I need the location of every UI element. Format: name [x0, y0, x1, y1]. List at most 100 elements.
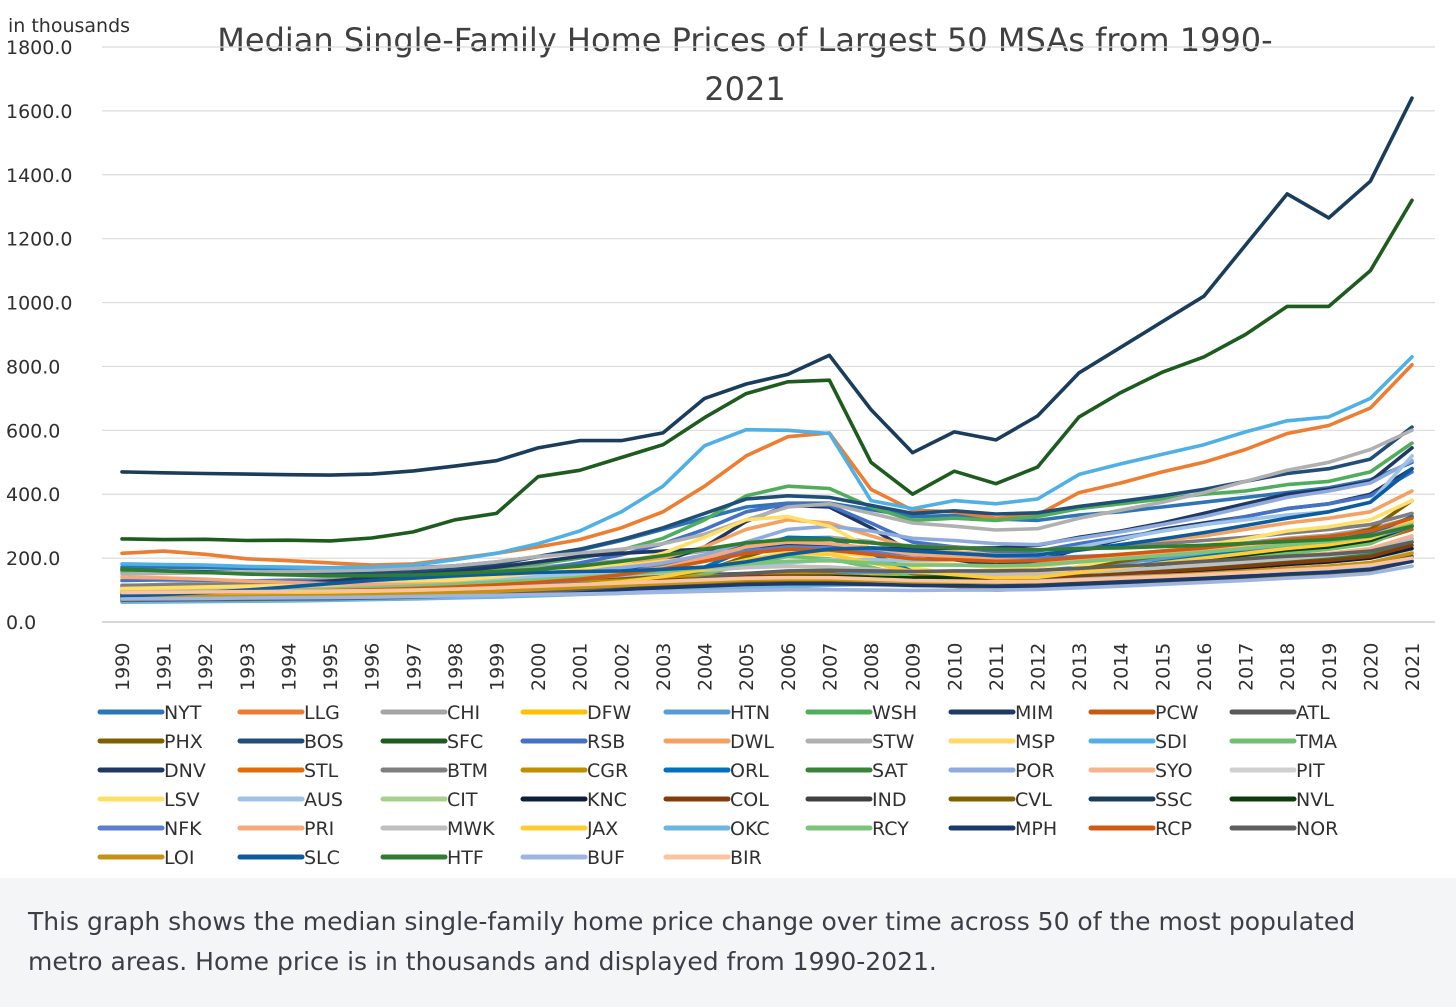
x-tick-label: 2008: [861, 643, 883, 691]
legend-item-pcw: PCW: [1088, 702, 1199, 724]
legend-item-knc: KNC: [520, 789, 627, 811]
legend-label: WSH: [872, 702, 917, 724]
legend-label: BIR: [730, 847, 762, 869]
legend-item-sdi: SDI: [1088, 731, 1187, 753]
x-tick-label: 2007: [819, 643, 841, 691]
x-tick-label: 2012: [1027, 643, 1049, 691]
legend-label: DFW: [587, 702, 632, 724]
legend-item-llg: LLG: [237, 702, 340, 724]
x-tick-label: 2014: [1111, 643, 1133, 691]
x-tick-label: 1995: [320, 643, 342, 691]
x-tick-label: 2013: [1069, 643, 1091, 691]
legend-item-btm: BTM: [380, 760, 488, 782]
legend-label: ORL: [730, 760, 769, 782]
legend-label: HTN: [730, 702, 770, 724]
legend-label: LSV: [164, 789, 200, 811]
legend-item-nyt: NYT: [97, 702, 202, 724]
figure-caption: This graph shows the median single-famil…: [28, 907, 1356, 976]
legend-label: NVL: [1296, 789, 1334, 811]
legend-item-chi: CHI: [380, 702, 480, 724]
legend-label: RCP: [1155, 818, 1192, 840]
legend-label: MIM: [1015, 702, 1053, 724]
unit-label: in thousands: [8, 15, 130, 37]
legend-item-rcp: RCP: [1088, 818, 1192, 840]
x-tick-label: 1991: [154, 643, 176, 691]
x-tick-label: 2015: [1152, 643, 1174, 691]
legend-label: PRI: [304, 818, 334, 840]
legend-item-dnv: DNV: [97, 760, 206, 782]
legend-item-bir: BIR: [663, 847, 762, 869]
legend-label: NOR: [1296, 818, 1338, 840]
x-tick-label: 2021: [1402, 643, 1424, 691]
x-tick-label: 1990: [112, 643, 134, 691]
legend-item-bos: BOS: [237, 731, 344, 753]
legend-label: COL: [730, 789, 769, 811]
legend-label: MSP: [1015, 731, 1055, 753]
x-tick-label: 2016: [1194, 643, 1216, 691]
x-axis: 1990 1991 1992 1993 1994 1995 1996 1997 1998 1999…: [112, 643, 1424, 691]
legend-item-ssc: SSC: [1088, 789, 1192, 811]
x-tick-label: 1993: [237, 643, 259, 691]
legend-label: NYT: [164, 702, 202, 724]
legend-item-cit: CIT: [380, 789, 478, 811]
legend-item-stw: STW: [805, 731, 915, 753]
legend-label: NFK: [164, 818, 202, 840]
series-line-dnv: [120, 446, 1414, 595]
legend-item-rcy: RCY: [805, 818, 909, 840]
legend-item-sat: SAT: [805, 760, 908, 782]
x-tick-label: 1998: [445, 643, 467, 691]
x-tick-label: 2019: [1319, 643, 1341, 691]
y-tick-label: 800.0: [6, 356, 60, 378]
legend-label: CGR: [587, 760, 628, 782]
legend-label: AUS: [304, 789, 343, 811]
chart-title-line-2: 2021: [704, 70, 785, 108]
legend-item-mim: MIM: [948, 702, 1053, 724]
x-tick-label: 2018: [1277, 643, 1299, 691]
y-tick-label: 1200.0: [6, 229, 72, 251]
legend-label: LOI: [164, 847, 194, 869]
legend-item-pit: PIT: [1229, 760, 1325, 782]
x-tick-label: 2003: [653, 643, 675, 691]
series-line-ssc: [120, 96, 1414, 477]
legend-label: SYO: [1155, 760, 1193, 782]
x-tick-label: 2011: [986, 643, 1008, 691]
x-tick-label: 2010: [944, 643, 966, 691]
legend-item-htn: HTN: [663, 702, 770, 724]
legend-item-lsv: LSV: [97, 789, 200, 811]
series-line-llg: [120, 362, 1414, 567]
legend-label: KNC: [587, 789, 627, 811]
legend-label: OKC: [730, 818, 770, 840]
legend-item-por: POR: [948, 760, 1055, 782]
legend-label: BUF: [587, 847, 625, 869]
legend-label: PHX: [164, 731, 203, 753]
legend-item-slc: SLC: [237, 847, 340, 869]
legend-label: SAT: [872, 760, 908, 782]
legend-item-nfk: NFK: [97, 818, 202, 840]
legend-item-aus: AUS: [237, 789, 343, 811]
legend-item-mwk: MWK: [380, 818, 495, 840]
legend-label: RSB: [587, 731, 625, 753]
legend-label: SFC: [447, 731, 483, 753]
y-tick-label: 0.0: [6, 612, 36, 634]
legend-label: TMA: [1295, 731, 1337, 753]
legend-item-dfw: DFW: [520, 702, 632, 724]
series-line-slc: [120, 466, 1414, 598]
legend-label: CVL: [1015, 789, 1052, 811]
caption-box: This graph shows the median single-famil…: [0, 878, 1456, 1007]
series-line-bos: [120, 425, 1414, 576]
legend-item-buf: BUF: [520, 847, 625, 869]
legend-label: IND: [872, 789, 906, 811]
x-tick-label: 2001: [570, 643, 592, 691]
legend-item-rsb: RSB: [520, 731, 625, 753]
x-tick-label: 2020: [1360, 643, 1382, 691]
legend-label: MPH: [1015, 818, 1057, 840]
legend-item-mph: MPH: [948, 818, 1057, 840]
legend-label: CHI: [447, 702, 480, 724]
legend-label: SDI: [1155, 731, 1187, 753]
series-line-htf: [120, 524, 1414, 578]
x-tick-label: 1992: [195, 643, 217, 691]
legend-label: BOS: [304, 731, 344, 753]
x-tick-label: 2005: [736, 643, 758, 691]
legend-item-stl: STL: [237, 760, 339, 782]
series-line-stw: [120, 428, 1414, 576]
